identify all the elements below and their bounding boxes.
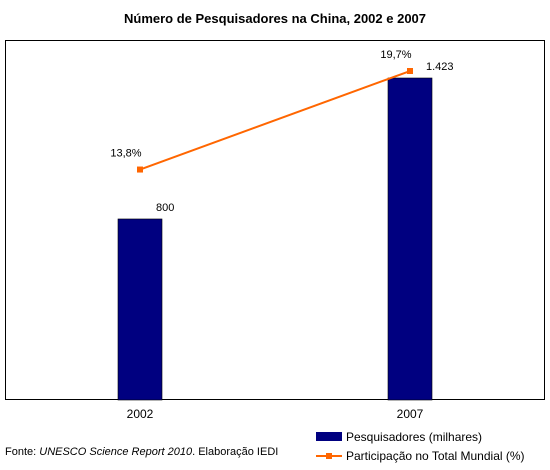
labels-group: 800 1.423 13,8% 19,7% 2002 2007 [110,49,453,421]
x-tick-label: 2007 [397,407,424,421]
bar-value-label: 1.423 [426,61,454,73]
line-point-2007 [407,68,413,75]
bar-2007 [387,77,433,401]
plot-area-frame [5,40,545,400]
source-note: Fonte: UNESCO Science Report 2010. Elabo… [5,446,278,458]
legend-item-line: Participação no Total Mundial (%) [316,446,525,465]
bars-group [117,77,433,401]
line-point-2002 [137,166,143,173]
legend-line-label: Participação no Total Mundial (%) [346,448,525,463]
legend-line-swatch [316,451,342,461]
legend: Pesquisadores (milhares) Participação no… [316,427,525,465]
legend-bar-swatch [316,432,342,441]
line-value-label: 13,8% [110,148,141,160]
source-italic: UNESCO Science Report 2010 [39,446,193,458]
line-series [139,70,411,171]
source-suffix: . Elaboração IEDI [192,446,279,458]
chart-title: Número de Pesquisadores na China, 2002 e… [123,11,427,26]
x-tick-label: 2002 [127,407,154,421]
line-group [137,68,413,173]
source-prefix: Fonte: [5,446,40,458]
bar-value-label: 800 [156,202,174,214]
line-value-label: 19,7% [380,49,411,61]
legend-item-bar: Pesquisadores (milhares) [316,427,525,446]
legend-bar-label: Pesquisadores (milhares) [346,429,483,444]
bar-2002 [117,218,163,401]
